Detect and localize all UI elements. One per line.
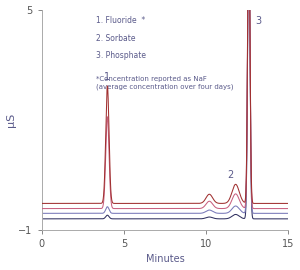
Text: 3. Phosphate: 3. Phosphate <box>96 51 146 60</box>
Text: 3: 3 <box>256 16 262 26</box>
Text: 2: 2 <box>228 170 234 180</box>
Text: *Concentration reported as NaF
(average concentration over four days): *Concentration reported as NaF (average … <box>96 76 233 90</box>
X-axis label: Minutes: Minutes <box>146 254 184 264</box>
Text: 1. Fluoride  *: 1. Fluoride * <box>96 16 145 25</box>
Text: 1: 1 <box>103 72 109 82</box>
Text: 2. Sorbate: 2. Sorbate <box>96 34 135 43</box>
Y-axis label: μS: μS <box>6 113 16 127</box>
